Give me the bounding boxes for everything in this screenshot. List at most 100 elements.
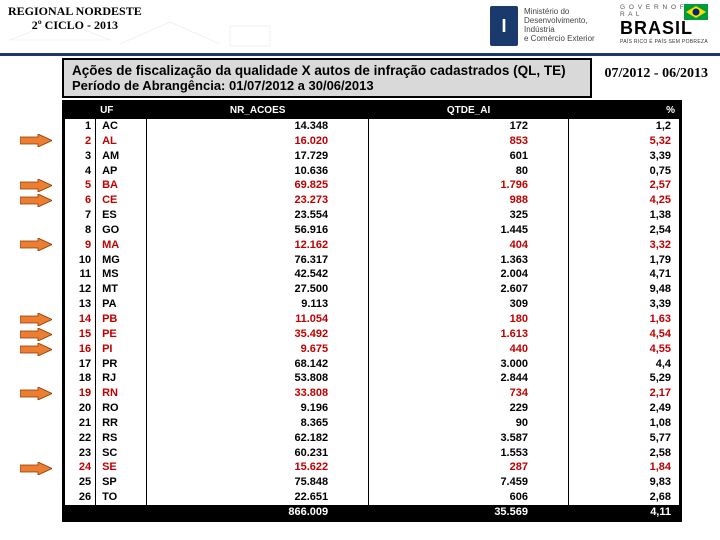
highlight-arrow-icon [20, 194, 52, 207]
cell-pct: 5,29 [568, 371, 679, 386]
cell-ai: 1.553 [369, 446, 569, 461]
table-row: 22RS62.1823.5875,77 [65, 431, 680, 446]
cell-ai: 404 [369, 238, 569, 253]
cell-idx: 18 [65, 371, 96, 386]
data-table-container: UF NR_ACOES QTDE_AI % 1AC14.3481721,22AL… [62, 100, 682, 522]
cell-acoes: 69.825 [147, 178, 369, 193]
cell-acoes: 16.020 [147, 134, 369, 149]
cell-uf: AC [96, 119, 147, 134]
cell-uf: RJ [96, 371, 147, 386]
highlight-arrow-icon [20, 313, 52, 326]
cell-acoes: 62.182 [147, 431, 369, 446]
cell-pct: 2,49 [568, 401, 679, 416]
ministerio-l2: Desenvolvimento, Indústria [524, 17, 614, 35]
cell-pct: 5,32 [568, 134, 679, 149]
header-title-line1: REGIONAL NORDESTE [8, 4, 142, 18]
cell-ai: 90 [369, 416, 569, 431]
cell-ai: 3.587 [369, 431, 569, 446]
table-row: 8GO56.9161.4452,54 [65, 223, 680, 238]
cell-pct: 3,39 [568, 149, 679, 164]
cell-ai: 172 [369, 119, 569, 134]
cell-uf: TO [96, 490, 147, 505]
cell-idx: 19 [65, 386, 96, 401]
cell-acoes: 9.113 [147, 297, 369, 312]
col-ai: QTDE_AI [369, 103, 569, 119]
cell-pct: 1,63 [568, 312, 679, 327]
header-title-block: REGIONAL NORDESTE 2º CICLO - 2013 [8, 4, 142, 33]
cell-acoes: 53.808 [147, 371, 369, 386]
table-row: 20RO9.1962292,49 [65, 401, 680, 416]
cell-idx: 8 [65, 223, 96, 238]
cell-pct: 2,58 [568, 446, 679, 461]
cell-acoes: 8.365 [147, 416, 369, 431]
cell-idx: 5 [65, 178, 96, 193]
cell-pct: 4,4 [568, 357, 679, 372]
ministerio-text: Ministério do Desenvolvimento, Indústria… [524, 8, 614, 43]
brasil-logo: G O V E R N O F E D E R A L BRASIL PAÍS … [620, 4, 714, 48]
cell-pct: 2,68 [568, 490, 679, 505]
cell-uf: MT [96, 282, 147, 297]
table-row: 6CE23.2739884,25 [65, 193, 680, 208]
cell-pct: 4,55 [568, 342, 679, 357]
cell-ai: 229 [369, 401, 569, 416]
cell-acoes: 14.348 [147, 119, 369, 134]
header-title-line2: 2º CICLO - 2013 [8, 18, 142, 32]
cell-idx: 2 [65, 134, 96, 149]
brasil-flag-icon [684, 4, 708, 20]
cell-acoes: 60.231 [147, 446, 369, 461]
cell-uf: PR [96, 357, 147, 372]
header-logos: Ministério do Desenvolvimento, Indústria… [490, 4, 714, 48]
cell-pct: 1,79 [568, 253, 679, 268]
cell-uf: RR [96, 416, 147, 431]
table-row: 23SC60.2311.5532,58 [65, 446, 680, 461]
cell-ai: 853 [369, 134, 569, 149]
table-row: 10MG76.3171.3631,79 [65, 253, 680, 268]
table-row: 4AP10.636800,75 [65, 164, 680, 179]
cell-acoes: 75.848 [147, 475, 369, 490]
cell-ai: 2.844 [369, 371, 569, 386]
cell-acoes: 23.554 [147, 208, 369, 223]
cell-idx: 12 [65, 282, 96, 297]
cell-ai: 734 [369, 386, 569, 401]
cell-acoes: 9.675 [147, 342, 369, 357]
cell-idx: 25 [65, 475, 96, 490]
highlight-arrow-icon [20, 238, 52, 251]
col-uf: UF [96, 103, 147, 119]
cell-pct: 4,11 [568, 505, 679, 520]
cell-acoes: 9.196 [147, 401, 369, 416]
cell-pct: 1,08 [568, 416, 679, 431]
cell-uf: SE [96, 460, 147, 475]
inmetro-logo [490, 6, 518, 46]
cell-ai: 80 [369, 164, 569, 179]
cell-acoes: 56.916 [147, 223, 369, 238]
cell-uf: RO [96, 401, 147, 416]
cell-pct: 1,38 [568, 208, 679, 223]
cell-ai: 7.459 [369, 475, 569, 490]
cell-idx: 15 [65, 327, 96, 342]
table-row: 24SE15.6222871,84 [65, 460, 680, 475]
highlight-arrow-icon [20, 328, 52, 341]
cell-uf [96, 505, 147, 520]
cell-idx: 11 [65, 267, 96, 282]
cell-ai: 1.796 [369, 178, 569, 193]
cell-pct: 4,54 [568, 327, 679, 342]
data-table: UF NR_ACOES QTDE_AI % 1AC14.3481721,22AL… [64, 102, 680, 520]
table-row: 21RR8.365901,08 [65, 416, 680, 431]
table-row: 25SP75.8487.4599,83 [65, 475, 680, 490]
table-row: 3AM17.7296013,39 [65, 149, 680, 164]
cell-uf: ES [96, 208, 147, 223]
cell-pct: 3,32 [568, 238, 679, 253]
page-header: REGIONAL NORDESTE 2º CICLO - 2013 Minist… [0, 0, 720, 56]
cell-uf: PA [96, 297, 147, 312]
table-total-row: 866.00935.5694,11 [65, 505, 680, 520]
cell-idx: 16 [65, 342, 96, 357]
cell-idx: 23 [65, 446, 96, 461]
col-idx [65, 103, 96, 119]
table-row: 15PE35.4921.6134,54 [65, 327, 680, 342]
cell-ai: 2.607 [369, 282, 569, 297]
cell-uf: SC [96, 446, 147, 461]
cell-ai: 325 [369, 208, 569, 223]
cell-pct: 2,54 [568, 223, 679, 238]
cell-acoes: 35.492 [147, 327, 369, 342]
cell-acoes: 42.542 [147, 267, 369, 282]
